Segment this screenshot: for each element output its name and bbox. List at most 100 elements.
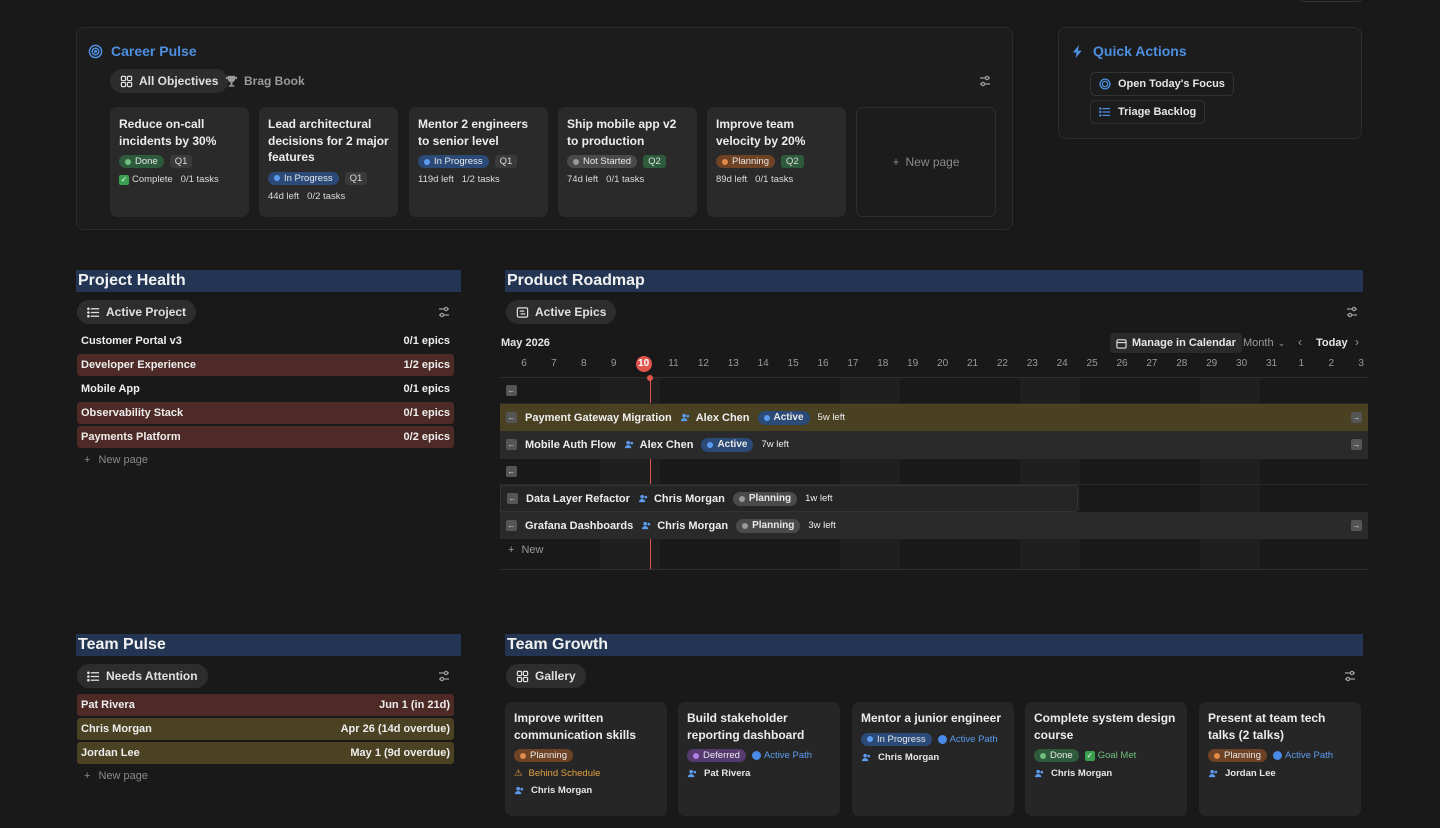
active-path-flag: Active Path bbox=[751, 750, 812, 761]
arrow-right-icon[interactable]: → bbox=[1351, 412, 1362, 423]
tab-all-objectives[interactable]: All Objectives bbox=[110, 69, 229, 93]
new-page-button[interactable]: + New page bbox=[84, 454, 148, 466]
prev-arrow-icon[interactable]: ‹ bbox=[1298, 335, 1302, 349]
growth-card[interactable]: Present at team tech talks (2 talks) Pla… bbox=[1199, 702, 1361, 816]
arrow-left-icon[interactable]: ← bbox=[506, 384, 517, 396]
new-page-button[interactable]: + New page bbox=[84, 770, 148, 782]
timeline-row[interactable]: ← Payment Gateway Migration Alex Chen Ac… bbox=[500, 404, 1368, 431]
list-item[interactable]: Developer Experience 1/2 epics bbox=[77, 354, 454, 376]
growth-card[interactable]: Mentor a junior engineer In Progress Acti… bbox=[852, 702, 1014, 816]
quick-actions-panel bbox=[1058, 27, 1362, 139]
people-icon bbox=[642, 521, 651, 530]
day-label: 8 bbox=[581, 358, 587, 369]
arrow-left-icon[interactable]: ← bbox=[506, 439, 517, 450]
day-label: 7 bbox=[551, 358, 557, 369]
list-item[interactable]: Pat Rivera Jun 1 (in 21d) bbox=[77, 694, 454, 716]
time-left: ✓ Complete bbox=[119, 174, 173, 185]
epic-name: Payment Gateway Migration bbox=[525, 411, 672, 424]
goal-title: Complete system design course bbox=[1034, 711, 1176, 742]
new-page-label: New page bbox=[905, 155, 960, 169]
list-item[interactable]: Jordan Lee May 1 (9d overdue) bbox=[77, 742, 454, 764]
objective-card[interactable]: Improve team velocity by 20% Planning Q2 … bbox=[707, 107, 846, 217]
day-label: 2 bbox=[1328, 358, 1335, 369]
objective-card[interactable]: Mentor 2 engineers to senior level In Pr… bbox=[409, 107, 548, 217]
due-date: Apr 26 (14d overdue) bbox=[340, 723, 450, 735]
goal-title: Mentor a junior engineer bbox=[861, 711, 1002, 725]
filter-settings-icon[interactable] bbox=[1343, 669, 1357, 683]
day-label: 25 bbox=[1086, 358, 1098, 369]
arrow-right-icon[interactable]: → bbox=[1351, 520, 1362, 531]
objective-card[interactable]: Ship mobile app v2 to production Not Sta… bbox=[558, 107, 697, 217]
people-icon bbox=[638, 494, 648, 503]
day-label: 3 bbox=[1358, 358, 1364, 369]
list-icon bbox=[87, 306, 100, 318]
arrow-left-icon[interactable]: ← bbox=[506, 466, 517, 477]
new-label: New bbox=[521, 544, 544, 556]
globe-icon bbox=[751, 751, 761, 760]
scale-select[interactable]: Month ⌄ bbox=[1243, 337, 1285, 349]
tab-active-project[interactable]: Active Project bbox=[77, 300, 197, 324]
open-todays-focus-button[interactable]: Open Today's Focus bbox=[1090, 72, 1234, 96]
button-label: Open Today's Focus bbox=[1118, 78, 1225, 90]
growth-card[interactable]: Complete system design course Done ✓ Goal … bbox=[1025, 702, 1187, 816]
triage-backlog-button[interactable]: Triage Backlog bbox=[1090, 100, 1206, 124]
status-badge: Deferred bbox=[687, 749, 746, 762]
objective-card[interactable]: Lead architectural decisions for 2 major… bbox=[259, 107, 398, 217]
list-item[interactable]: Chris Morgan Apr 26 (14d overdue) bbox=[77, 718, 454, 740]
new-page-label: New page bbox=[98, 454, 148, 466]
day-label: 28 bbox=[1176, 358, 1188, 369]
tab-needs-attention[interactable]: Needs Attention bbox=[77, 664, 208, 688]
growth-card[interactable]: Improve written communication skills Pla… bbox=[505, 702, 667, 816]
tab-gallery[interactable]: Gallery bbox=[506, 664, 586, 688]
timeline-row[interactable]: ← Data Layer Refactor Chris Morgan Plann… bbox=[500, 485, 1078, 512]
day-label: 16 bbox=[817, 358, 829, 369]
filter-settings-icon[interactable] bbox=[1345, 305, 1359, 319]
day-label: 19 bbox=[907, 358, 919, 369]
time-left: 1w left bbox=[805, 493, 833, 504]
tab-brag-book[interactable]: Brag Book bbox=[215, 69, 315, 93]
plus-icon: + bbox=[84, 770, 91, 782]
timeline-row-empty: ← bbox=[500, 458, 1368, 485]
tab-active-epics[interactable]: Active Epics bbox=[506, 300, 617, 324]
day-label: 1 bbox=[1298, 358, 1305, 369]
new-epic-button[interactable]: + New bbox=[508, 544, 543, 556]
arrow-left-icon[interactable]: ← bbox=[506, 412, 517, 423]
people-icon bbox=[1034, 769, 1044, 778]
project-name: Customer Portal v3 bbox=[81, 335, 182, 347]
new-page-card[interactable]: + New page bbox=[856, 107, 996, 217]
today-button[interactable]: Today bbox=[1316, 337, 1348, 349]
timeline-row[interactable]: ← Grafana Dashboards Chris Morgan Planni… bbox=[500, 512, 1368, 539]
filter-settings-icon[interactable] bbox=[437, 669, 451, 683]
due-date: Jun 1 (in 21d) bbox=[379, 699, 450, 711]
objective-card[interactable]: Reduce on-call incidents by 30% Done Q1 ✓… bbox=[110, 107, 249, 217]
task-count: 0/1 tasks bbox=[180, 174, 219, 185]
arrow-right-icon[interactable]: → bbox=[1351, 439, 1362, 450]
list-item[interactable]: Customer Portal v3 0/1 epics bbox=[77, 330, 454, 352]
list-item[interactable]: Payments Platform 0/2 epics bbox=[77, 426, 454, 448]
person-name: Chris Morgan bbox=[81, 723, 152, 735]
time-left: 44d left bbox=[268, 190, 300, 202]
filter-settings-icon[interactable] bbox=[437, 305, 451, 319]
globe-icon bbox=[937, 734, 947, 744]
status-badge: Active bbox=[757, 410, 810, 425]
day-label: 17 bbox=[847, 358, 859, 369]
people-icon bbox=[687, 769, 697, 778]
epic-name: Mobile Auth Flow bbox=[525, 438, 616, 451]
quarter-badge: Q1 bbox=[169, 155, 193, 168]
tab-label: Active Epics bbox=[535, 305, 607, 319]
owner: Jordan Lee bbox=[1208, 768, 1352, 779]
target-icon bbox=[88, 44, 103, 58]
manage-in-calendar-button[interactable]: Manage in Calendar bbox=[1110, 333, 1242, 353]
list-item[interactable]: Mobile App 0/1 epics bbox=[77, 378, 454, 400]
arrow-left-icon[interactable]: ← bbox=[506, 520, 517, 531]
project-name: Mobile App bbox=[81, 383, 140, 395]
button-label: Triage Backlog bbox=[1118, 106, 1197, 118]
timeline-row[interactable]: ← Mobile Auth Flow Alex Chen Active 7w l… bbox=[500, 431, 1368, 458]
list-item[interactable]: Observability Stack 0/1 epics bbox=[77, 402, 454, 424]
growth-card[interactable]: Build stakeholder reporting dashboard De… bbox=[678, 702, 840, 816]
day-label: 13 bbox=[727, 358, 739, 369]
arrow-left-icon[interactable]: ← bbox=[507, 493, 518, 504]
next-arrow-icon[interactable]: › bbox=[1355, 335, 1359, 349]
person-name: Jordan Lee bbox=[81, 747, 140, 759]
filter-settings-icon[interactable] bbox=[978, 74, 992, 88]
